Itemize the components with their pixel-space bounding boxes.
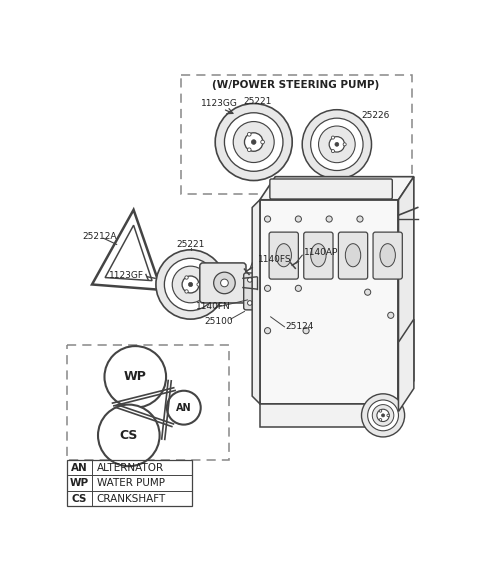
FancyBboxPatch shape — [304, 232, 333, 279]
Circle shape — [379, 418, 382, 421]
Circle shape — [377, 409, 389, 421]
Text: CS: CS — [72, 494, 87, 503]
Text: 1140FS: 1140FS — [258, 255, 291, 265]
FancyBboxPatch shape — [200, 263, 246, 303]
Circle shape — [233, 122, 274, 162]
Ellipse shape — [311, 244, 326, 267]
Circle shape — [388, 312, 394, 319]
Circle shape — [189, 282, 192, 286]
Circle shape — [387, 414, 389, 417]
Text: CRANKSHAFT: CRANKSHAFT — [96, 494, 166, 503]
Polygon shape — [398, 177, 414, 404]
FancyBboxPatch shape — [269, 232, 299, 279]
Circle shape — [372, 405, 394, 426]
Ellipse shape — [345, 244, 361, 267]
Circle shape — [326, 216, 332, 222]
Circle shape — [357, 216, 363, 222]
Circle shape — [343, 143, 346, 146]
Circle shape — [182, 276, 199, 293]
Text: 1140AP: 1140AP — [304, 247, 338, 257]
Text: AN: AN — [176, 403, 192, 413]
Text: 25221: 25221 — [243, 97, 272, 106]
Circle shape — [247, 148, 251, 152]
Text: 25100: 25100 — [205, 317, 233, 326]
Bar — [67, 460, 192, 506]
Circle shape — [105, 346, 166, 408]
Circle shape — [335, 142, 339, 146]
Circle shape — [264, 216, 271, 222]
FancyBboxPatch shape — [338, 232, 368, 279]
Circle shape — [331, 136, 335, 139]
FancyBboxPatch shape — [270, 179, 392, 199]
Text: 25212A: 25212A — [83, 232, 117, 241]
Circle shape — [214, 272, 235, 294]
Circle shape — [98, 405, 160, 466]
Circle shape — [185, 276, 188, 279]
Polygon shape — [260, 200, 398, 404]
Text: AN: AN — [72, 463, 88, 473]
Circle shape — [295, 285, 301, 292]
Text: (W/POWER STEERING PUMP): (W/POWER STEERING PUMP) — [213, 80, 380, 90]
Circle shape — [262, 278, 266, 282]
Circle shape — [361, 394, 405, 437]
Circle shape — [303, 328, 309, 333]
Circle shape — [185, 290, 188, 293]
Circle shape — [244, 133, 263, 152]
Bar — [67, 344, 229, 460]
Bar — [180, 75, 411, 195]
Circle shape — [368, 400, 398, 430]
Text: 25226: 25226 — [361, 111, 390, 119]
Circle shape — [302, 110, 372, 179]
Text: 25124: 25124 — [286, 323, 314, 331]
Ellipse shape — [380, 244, 396, 267]
Circle shape — [167, 391, 201, 425]
Circle shape — [331, 150, 335, 153]
Text: ALTERNATOR: ALTERNATOR — [96, 463, 164, 473]
Circle shape — [172, 266, 209, 303]
Text: 1123GF: 1123GF — [109, 271, 144, 280]
Circle shape — [264, 285, 271, 292]
FancyBboxPatch shape — [373, 232, 402, 279]
Text: WP: WP — [70, 478, 89, 488]
Circle shape — [248, 301, 252, 305]
Circle shape — [215, 103, 292, 181]
Circle shape — [295, 216, 301, 222]
Circle shape — [164, 258, 217, 311]
Circle shape — [221, 279, 228, 287]
Text: WP: WP — [124, 370, 147, 383]
Text: 25221: 25221 — [176, 240, 205, 249]
Circle shape — [262, 301, 266, 305]
Polygon shape — [398, 319, 414, 412]
Circle shape — [248, 278, 252, 282]
Circle shape — [261, 140, 264, 144]
Ellipse shape — [276, 244, 291, 267]
Text: 1140FN: 1140FN — [196, 301, 231, 311]
Circle shape — [156, 250, 225, 319]
Polygon shape — [260, 404, 398, 427]
FancyBboxPatch shape — [244, 273, 270, 310]
Text: WATER PUMP: WATER PUMP — [96, 478, 165, 488]
Circle shape — [264, 328, 271, 333]
Circle shape — [379, 410, 382, 412]
Circle shape — [311, 118, 363, 170]
Text: CS: CS — [120, 429, 138, 442]
Circle shape — [247, 133, 251, 136]
Polygon shape — [260, 177, 414, 200]
Circle shape — [319, 126, 355, 162]
Circle shape — [382, 414, 384, 417]
Text: 1123GG: 1123GG — [201, 99, 238, 108]
Polygon shape — [252, 200, 260, 404]
Circle shape — [225, 113, 283, 171]
Circle shape — [365, 289, 371, 295]
Circle shape — [197, 283, 200, 286]
Circle shape — [252, 139, 256, 144]
Circle shape — [329, 137, 345, 152]
